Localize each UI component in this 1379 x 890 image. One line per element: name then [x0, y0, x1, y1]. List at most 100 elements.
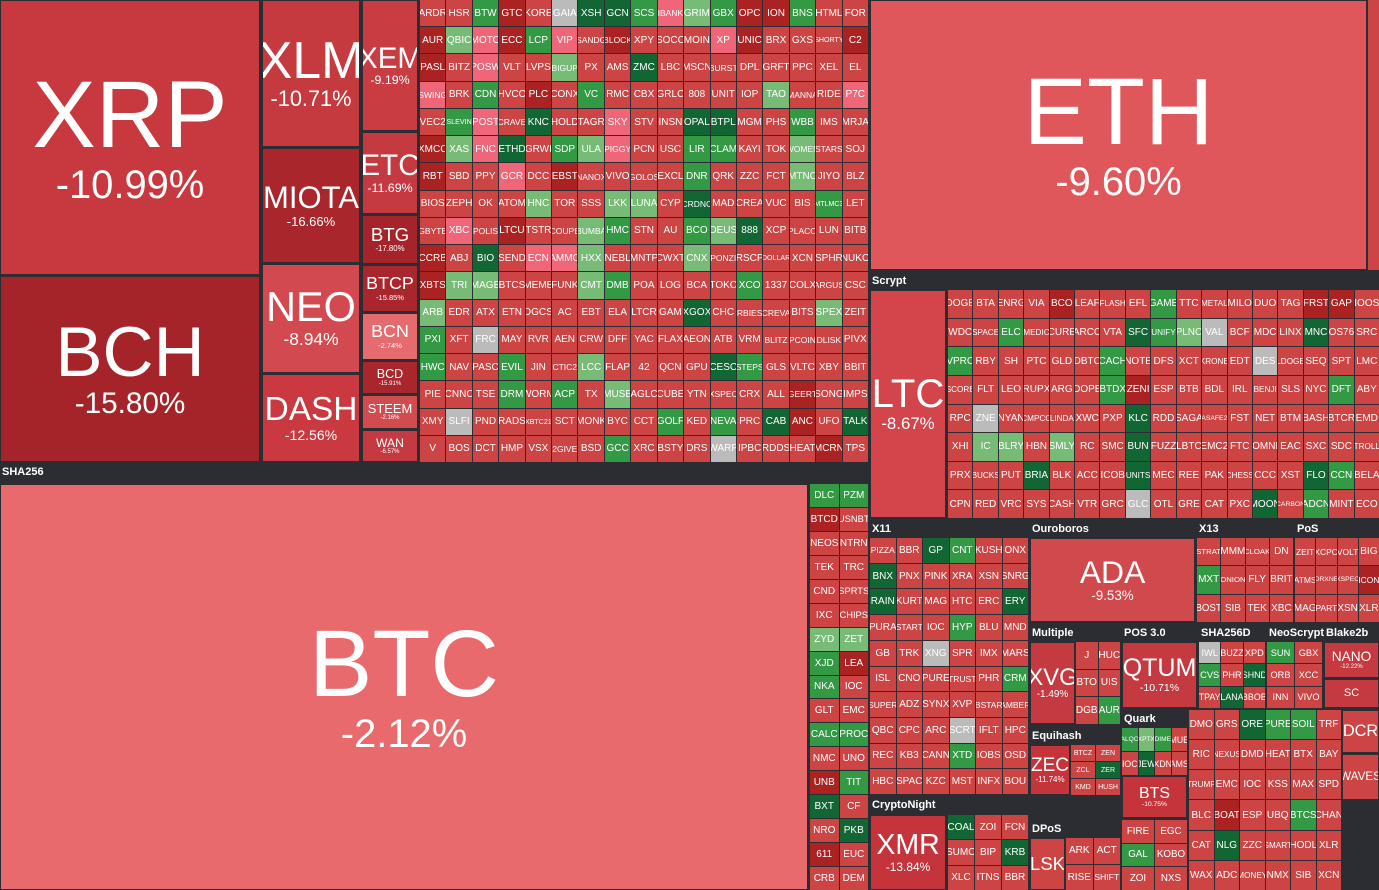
small-tile: ACC	[1075, 461, 1100, 490]
small-tile: GLD	[1049, 347, 1075, 375]
small-tile: ZEIT	[842, 299, 868, 326]
small-tile: AMS	[604, 54, 631, 81]
small-tile: CND	[810, 579, 839, 603]
small-tile: PZM	[839, 484, 868, 507]
small-tile: BOU	[1002, 769, 1028, 794]
small-tile: DPL	[736, 54, 763, 81]
small-tile: BELA	[1354, 461, 1379, 490]
small-tile: 2GIVE	[552, 435, 578, 462]
small-tile: BCO	[1049, 290, 1075, 318]
small-tile: NUKO	[842, 245, 868, 272]
small-tile: NOTE	[1125, 347, 1151, 375]
small-tile: MAX	[1291, 770, 1316, 800]
small-tile: INFX	[976, 769, 1002, 794]
small-tile: KAYI	[736, 136, 763, 163]
small-tile: BIGUP	[552, 54, 578, 81]
tile-grid: ARDR HSR BTW GTC KORE GAIA XSH GCN SCS IBANK GRIM G…	[420, 0, 868, 462]
small-tile: EFL	[1125, 290, 1151, 318]
small-tile: TOR	[552, 190, 578, 217]
small-tile: FLT	[973, 375, 998, 404]
small-tile: VTR	[1075, 490, 1100, 518]
small-tile: WBB	[789, 108, 816, 136]
small-tile: ZZC	[736, 163, 763, 190]
small-tile: MXT	[1197, 566, 1221, 594]
small-tile: PXI	[420, 326, 446, 354]
small-tile: EMC	[1214, 770, 1239, 800]
small-tile: OSD	[1002, 743, 1028, 769]
small-tile: CALC	[810, 723, 839, 747]
small-tile: BITB	[842, 217, 868, 245]
small-tile: DFF	[604, 326, 631, 354]
small-tile: BRIT	[1269, 566, 1293, 594]
small-tile: DEM	[839, 867, 868, 890]
small-tile: TRUST	[949, 666, 975, 692]
small-tile: GAL	[1122, 843, 1154, 867]
small-tile: CMT	[578, 272, 604, 299]
small-tile: PURA	[870, 615, 896, 640]
group-label: DPoS	[1032, 823, 1062, 835]
small-tile: XMCC	[420, 136, 446, 163]
small-tile: DMO	[1189, 710, 1214, 740]
tile-name: BTCP	[366, 273, 414, 294]
small-tile: FCN	[1002, 815, 1028, 840]
small-tile: VOLT	[1337, 538, 1358, 566]
tile: LSK	[1030, 838, 1065, 890]
tile-grid: SUN GBX ORB XCC INN VIVO	[1267, 642, 1322, 708]
small-tile: XSN	[1337, 594, 1358, 622]
small-tile: SLS	[1278, 375, 1303, 404]
tile-change: -1.49%	[1036, 689, 1069, 701]
small-tile: ZEPH	[446, 190, 472, 217]
small-tile: CLAM	[710, 136, 736, 163]
small-tile: XP	[710, 27, 736, 54]
small-tile: ISL	[870, 666, 896, 692]
small-tile: FLAX	[657, 326, 684, 354]
small-tile: XCO	[736, 272, 763, 299]
small-tile: SCRT	[949, 717, 975, 743]
group-label: Scrypt	[872, 275, 907, 287]
small-tile: ARCO	[1075, 318, 1100, 347]
small-tile: AC	[552, 299, 578, 326]
small-tile: EMC2	[1202, 433, 1227, 461]
small-tile: PURE	[1265, 710, 1290, 740]
small-tile: TPS	[842, 435, 868, 462]
small-tile: CYP	[657, 190, 684, 217]
small-tile: LUNA	[631, 190, 657, 217]
small-tile: PXP	[1100, 404, 1125, 433]
small-tile: UNIT	[710, 81, 736, 108]
small-tile: XCPO	[1316, 538, 1337, 566]
small-tile: DLC	[810, 484, 839, 507]
tile-change: -9.19%	[370, 73, 410, 88]
tile-change: -2.16%	[380, 415, 400, 422]
small-tile: VEC2	[420, 108, 446, 136]
small-tile: ZMC	[631, 54, 657, 81]
small-tile: BTX	[1291, 740, 1316, 770]
small-tile: EVIL	[499, 354, 525, 381]
small-tile: EBST	[552, 163, 578, 190]
small-tile: KUSH	[976, 538, 1002, 563]
small-tile: LUN	[816, 217, 842, 245]
tile-change: -6.57%	[380, 449, 400, 456]
small-tile: HEAT	[1265, 740, 1290, 770]
small-tile: CRW	[578, 326, 604, 354]
small-tile: ZNE	[973, 404, 998, 433]
small-tile: BTPL	[710, 108, 736, 136]
small-tile: SPEX	[816, 299, 842, 326]
small-tile: AUR	[1098, 697, 1120, 724]
small-tile: DMD	[1240, 740, 1265, 770]
small-tile: RAIN	[870, 589, 896, 615]
small-tile: GRS	[1214, 710, 1239, 740]
small-tile: HTC	[949, 589, 975, 615]
small-tile: KSS	[1265, 770, 1290, 800]
small-tile: ARG	[1049, 375, 1075, 404]
small-tile: DIME	[1155, 728, 1171, 751]
small-tile: BAY	[1316, 740, 1341, 770]
small-tile: BUCKS	[973, 461, 998, 490]
small-tile: ANC	[789, 408, 816, 435]
tile-grid: COAL ZOI FCN SUMO BIP KRB XLC ITNS BBR	[948, 815, 1028, 890]
small-tile: TTC	[1176, 290, 1202, 318]
tile-grid: IWL BUZZ XPD CVS PHR SHND TPAY LANA BBOB	[1199, 642, 1265, 708]
small-tile: ARGUS	[816, 272, 842, 299]
small-tile: MST	[949, 769, 975, 794]
small-tile: FUNK	[552, 272, 578, 299]
small-tile: AEON	[684, 326, 710, 354]
